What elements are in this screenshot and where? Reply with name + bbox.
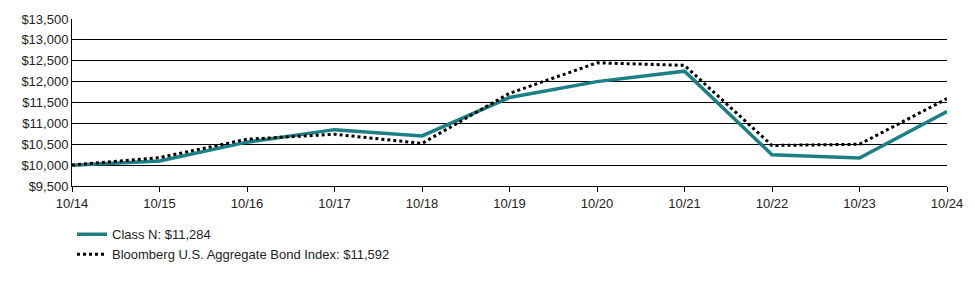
svg-text:10/15: 10/15 [143,196,176,211]
svg-text:10/18: 10/18 [406,196,439,211]
svg-text:Bloomberg U.S. Aggregate Bond: Bloomberg U.S. Aggregate Bond Index: $11… [112,247,389,262]
svg-text:10/24: 10/24 [931,196,964,211]
svg-text:10/20: 10/20 [581,196,614,211]
svg-text:10/19: 10/19 [493,196,526,211]
svg-text:$12,500: $12,500 [21,53,68,68]
svg-text:$11,000: $11,000 [22,116,68,131]
svg-text:10/22: 10/22 [756,196,789,211]
svg-text:10/21: 10/21 [668,196,701,211]
svg-text:$10,000: $10,000 [21,158,68,173]
svg-text:10/14: 10/14 [56,196,89,211]
svg-text:$13,000: $13,000 [21,32,68,47]
svg-text:$10,500: $10,500 [21,137,68,152]
svg-text:Class N: $11,284: Class N: $11,284 [112,227,211,242]
svg-text:10/23: 10/23 [843,196,876,211]
svg-text:$11,500: $11,500 [22,95,68,110]
svg-text:10/17: 10/17 [318,196,351,211]
svg-text:$13,500: $13,500 [21,12,68,27]
svg-text:$12,000: $12,000 [21,74,68,89]
svg-text:$9,500: $9,500 [29,179,69,194]
svg-text:10/16: 10/16 [231,196,264,211]
